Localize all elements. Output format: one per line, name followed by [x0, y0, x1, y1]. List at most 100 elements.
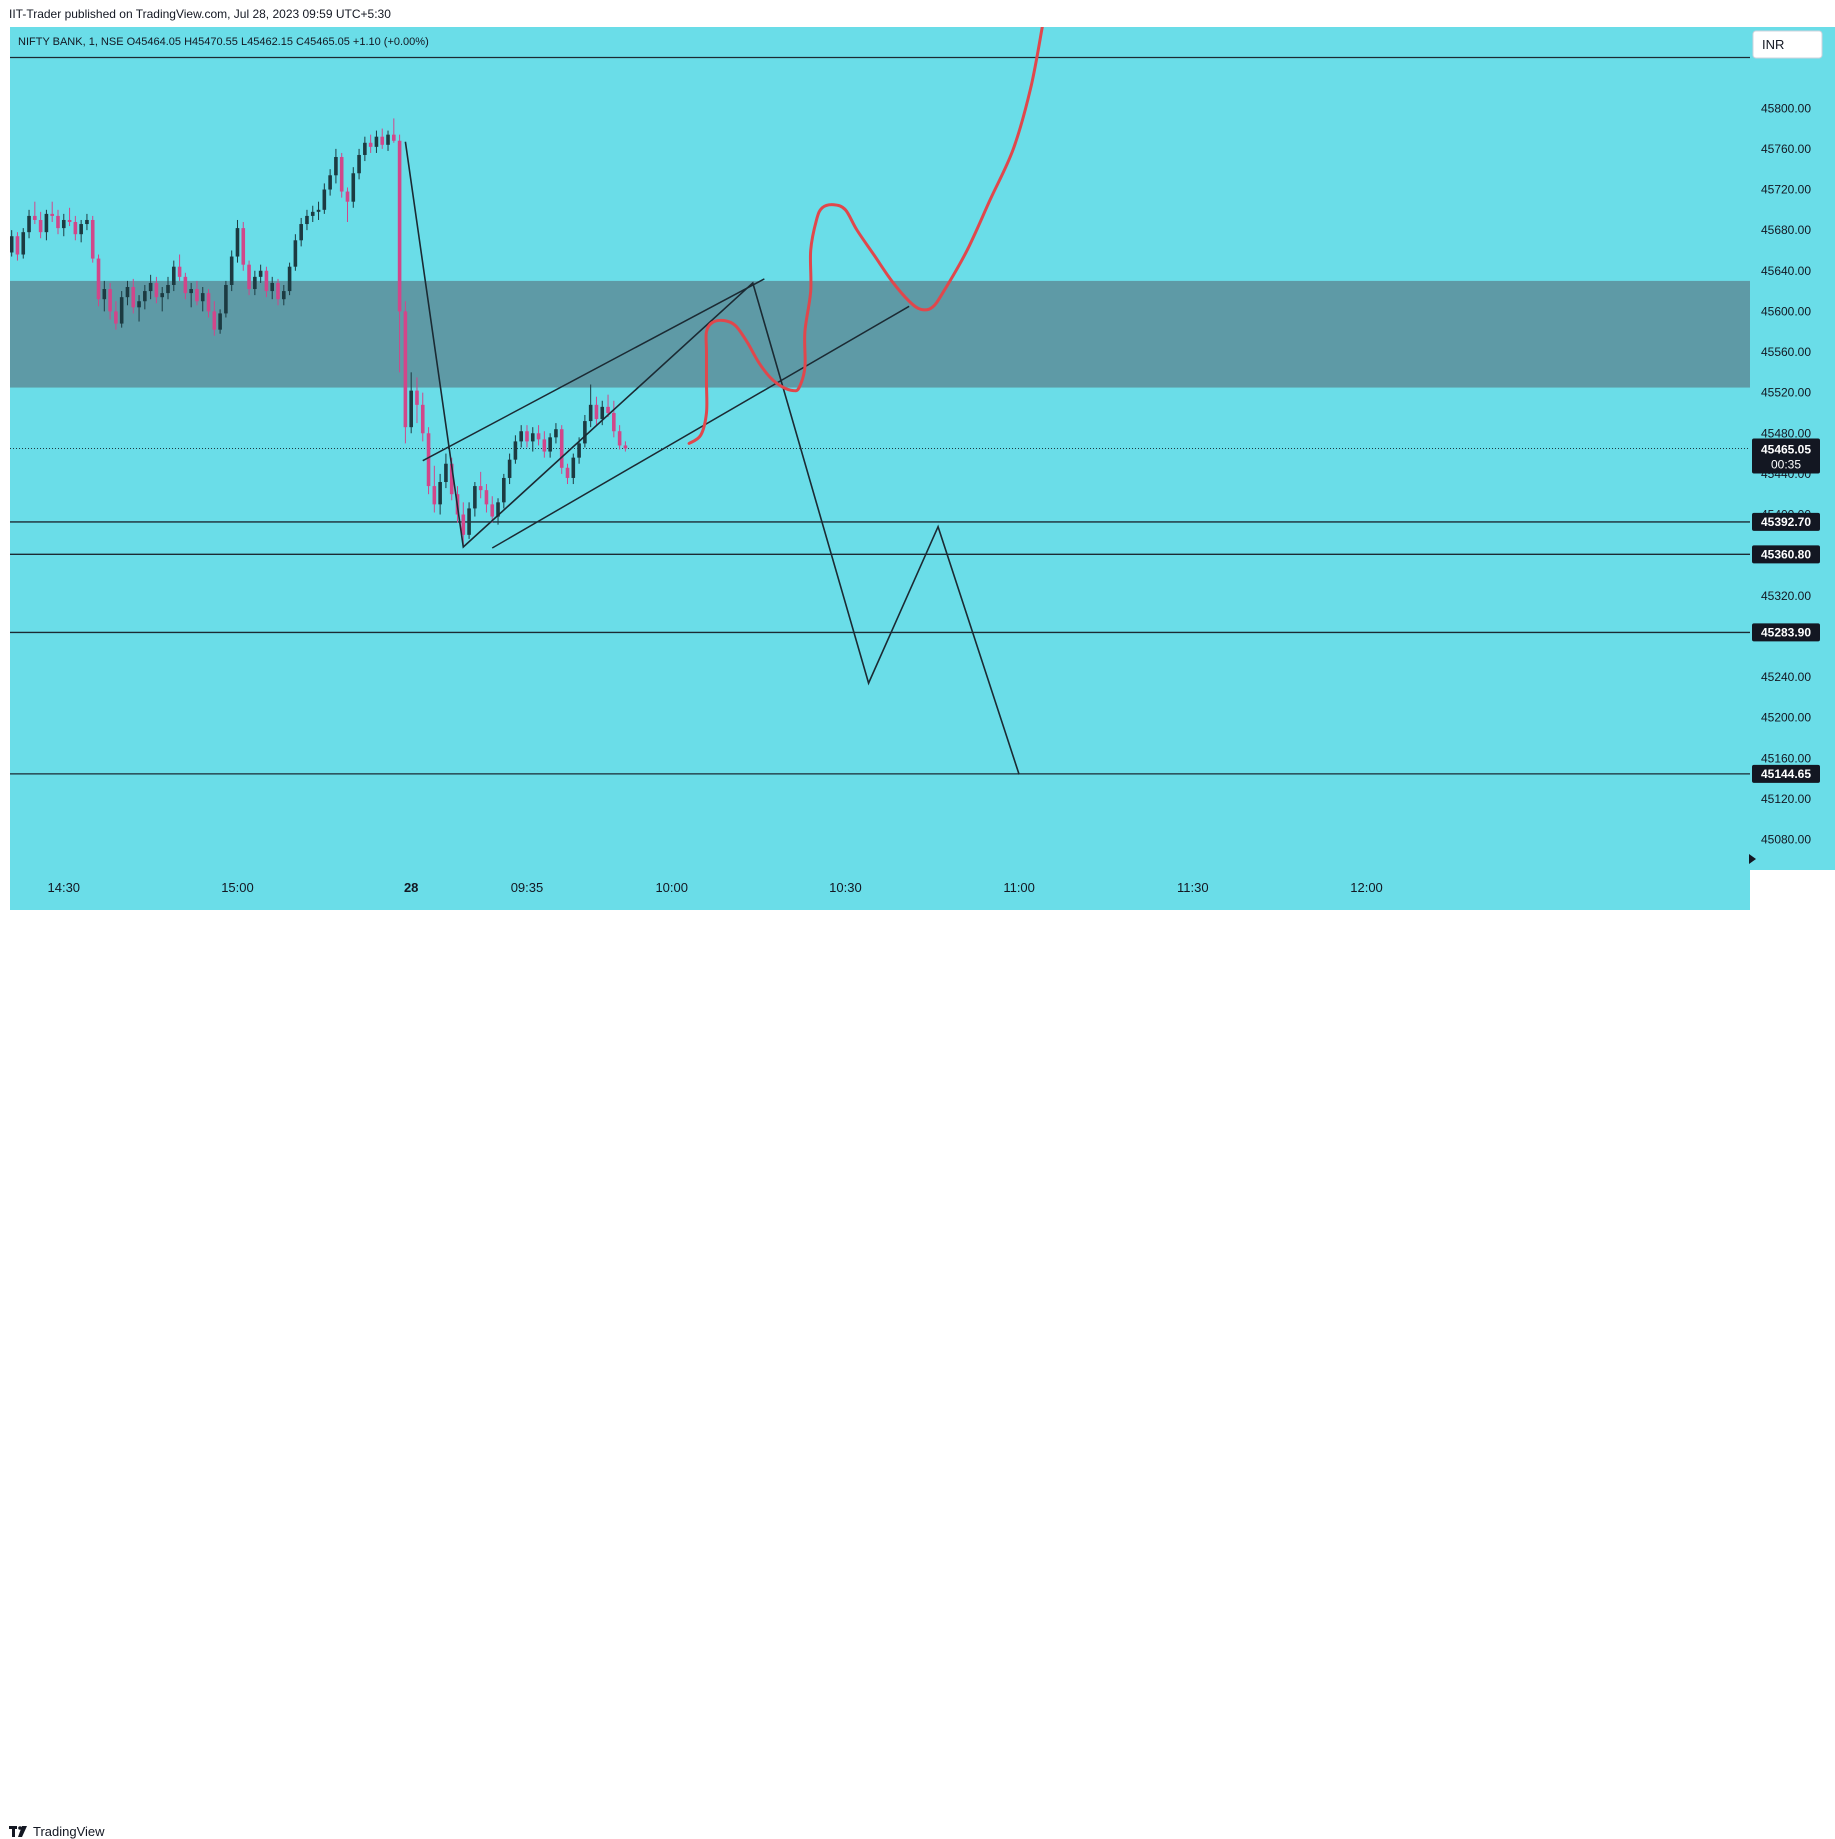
candle	[56, 209, 60, 235]
candle-body	[345, 191, 350, 202]
candle	[420, 392, 425, 442]
tradingview-brand: TradingView	[33, 1824, 105, 1839]
time-tick-label: 28	[404, 880, 418, 895]
candle	[270, 276, 275, 300]
candle-body	[513, 441, 518, 460]
candle-body	[322, 189, 327, 210]
candle-body	[200, 293, 205, 302]
candle-body	[218, 313, 222, 330]
candle-body	[310, 211, 315, 216]
candle	[258, 264, 263, 283]
candle-body	[328, 175, 332, 190]
candle-body	[623, 445, 628, 449]
candle	[218, 309, 222, 334]
candle	[461, 502, 466, 545]
candle	[195, 280, 199, 306]
candle-body	[264, 270, 269, 292]
price-tick-label: 45200.00	[1761, 711, 1811, 725]
candle-body	[119, 297, 124, 324]
candle-body	[519, 431, 523, 442]
price-tick-label: 45520.00	[1761, 386, 1811, 400]
candle	[160, 287, 165, 312]
candle	[73, 215, 78, 241]
candle-body	[79, 224, 83, 235]
candle-body	[160, 293, 165, 298]
candle	[229, 250, 234, 292]
candle-body	[478, 486, 483, 491]
candle-body	[38, 219, 43, 233]
candle-body	[502, 477, 506, 503]
candle	[583, 414, 587, 448]
bar-countdown-label: 00:35	[1771, 457, 1801, 471]
candle	[473, 482, 477, 517]
symbol-legend: NIFTY BANK, 1, NSE O45464.05 H45470.55 L…	[18, 36, 429, 48]
candle-body	[577, 443, 581, 458]
candle	[33, 201, 37, 225]
candle-body	[600, 406, 605, 420]
candle-body	[612, 412, 616, 432]
candle-body	[189, 289, 193, 294]
candle	[131, 278, 136, 314]
candle-body	[4, 238, 8, 252]
candle-body	[183, 276, 188, 294]
candle-body	[363, 142, 367, 155]
candle-body	[33, 215, 37, 220]
price-tick-label: 45760.00	[1761, 142, 1811, 156]
chart-canvas[interactable]: 45800.00 45760.00 45720.00 45680.00 45640.00…	[0, 0, 1835, 939]
currency-button[interactable]: INR	[1752, 30, 1823, 59]
candle-body	[15, 236, 20, 255]
scroll-right-icon[interactable]	[1749, 854, 1756, 864]
candle-body	[206, 293, 211, 312]
candle-body	[368, 142, 373, 147]
candle-body	[374, 136, 379, 147]
candle-body	[490, 504, 495, 517]
bullish-projection-path[interactable]	[687, 27, 1044, 445]
candle	[345, 187, 350, 223]
bearish-projection-path[interactable]	[404, 141, 1020, 775]
price-tick-label: 45720.00	[1761, 183, 1811, 197]
candle	[525, 425, 529, 448]
candle	[397, 134, 402, 373]
candle	[44, 209, 49, 241]
candle	[467, 502, 471, 539]
channel-lower-line[interactable]	[491, 305, 910, 549]
candle	[490, 496, 495, 523]
tradingview-logo[interactable]: TradingView	[9, 1824, 105, 1839]
candle	[426, 427, 431, 495]
level-price-label: 45392.70	[1761, 515, 1811, 529]
candle-body	[270, 282, 275, 292]
candle	[224, 280, 228, 318]
candle	[368, 134, 373, 153]
candle	[137, 295, 141, 322]
candle	[612, 400, 616, 438]
channel-upper-line[interactable]	[422, 278, 765, 462]
candle-body	[50, 213, 54, 216]
candle	[287, 262, 292, 296]
candle	[183, 272, 188, 300]
price-label-box	[1752, 545, 1820, 564]
candle-body	[444, 463, 448, 483]
candle	[114, 301, 118, 330]
candle	[50, 201, 54, 223]
price-tick-label: 45480.00	[1761, 426, 1811, 440]
candle-body	[171, 266, 176, 285]
candle-body	[420, 404, 425, 434]
candle-body	[496, 502, 500, 517]
candle-body	[114, 311, 118, 324]
time-tick-label: 14:30	[48, 880, 81, 895]
level-price-label: 45360.80	[1761, 547, 1811, 561]
candle-body	[426, 433, 431, 487]
candle	[554, 423, 558, 444]
candle	[363, 136, 367, 162]
published-info: IIT-Trader published on TradingView.com,…	[9, 7, 391, 21]
candle	[282, 284, 286, 306]
candle	[96, 254, 101, 307]
candle-body	[44, 213, 49, 233]
price-tick-label: 45160.00	[1761, 751, 1811, 765]
candle-body	[461, 514, 466, 535]
candle	[519, 425, 523, 448]
candle	[339, 152, 344, 198]
candle-body	[282, 291, 286, 300]
candle	[484, 484, 489, 513]
price-label-box	[1752, 623, 1820, 642]
